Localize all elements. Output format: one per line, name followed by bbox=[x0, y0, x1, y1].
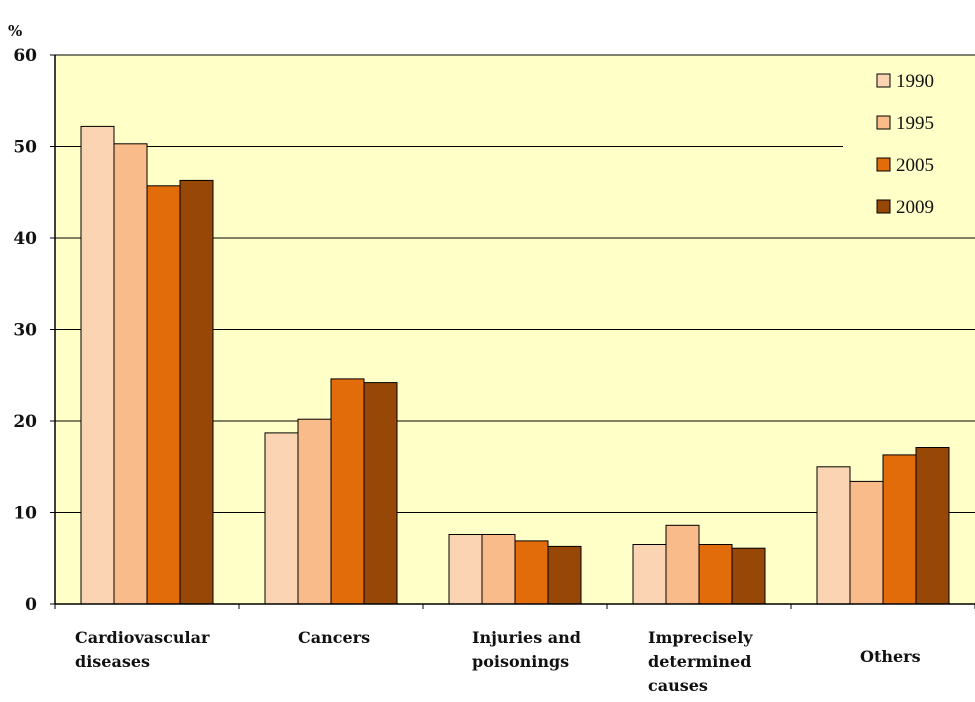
bar-2005-cat2 bbox=[330, 378, 365, 605]
bar-2005-cat3 bbox=[514, 540, 549, 605]
y-tick-labels: 0 10 20 30 40 50 60 bbox=[13, 46, 37, 615]
legend-swatch-2005 bbox=[876, 157, 891, 172]
bar-1995-cat1 bbox=[113, 143, 148, 605]
bar-1990-cat2 bbox=[264, 432, 299, 605]
x-category-label-line: Others bbox=[860, 647, 921, 666]
bar-1990-cat4 bbox=[632, 544, 667, 605]
bar-1995-cat4 bbox=[665, 524, 700, 605]
x-category-label-line: poisonings bbox=[472, 652, 569, 671]
x-category-label-line: Imprecisely bbox=[648, 628, 753, 647]
bar-1990-cat1 bbox=[80, 125, 115, 605]
x-category-label-1: Cardiovascular diseases bbox=[75, 628, 210, 671]
x-category-label-line: Injuries and bbox=[472, 628, 581, 647]
x-category-label-line: determined bbox=[648, 652, 751, 671]
bar-2009-cat4 bbox=[731, 547, 766, 605]
legend: 1990 1995 2005 2009 bbox=[876, 71, 934, 218]
legend-label-2009: 2009 bbox=[896, 197, 934, 218]
bar-2005-cat4 bbox=[698, 544, 733, 605]
bar-2005-cat1 bbox=[146, 185, 181, 605]
legend-label-2005: 2005 bbox=[896, 155, 934, 176]
y-tick-label-50: 50 bbox=[13, 138, 37, 158]
y-tick-label-10: 10 bbox=[13, 504, 37, 524]
legend-swatch-1995 bbox=[876, 115, 891, 130]
bar-1995-cat3 bbox=[481, 534, 516, 605]
bar-2009-cat5 bbox=[915, 447, 950, 605]
x-category-label-4: Imprecisely determined causes bbox=[648, 628, 753, 695]
y-tick-label-20: 20 bbox=[13, 412, 37, 432]
x-category-labels: Cardiovascular diseases Cancers Injuries an… bbox=[75, 628, 921, 695]
x-category-label-2: Cancers bbox=[298, 628, 370, 647]
bar-1990-cat5 bbox=[816, 466, 851, 605]
x-category-label-line: diseases bbox=[75, 652, 150, 671]
bars bbox=[80, 125, 950, 605]
legend-swatch-1990 bbox=[876, 73, 891, 88]
y-axis-label: % bbox=[8, 22, 22, 40]
y-tick-label-60: 60 bbox=[13, 46, 37, 66]
axes bbox=[50, 54, 975, 609]
x-category-label-3: Injuries and poisonings bbox=[472, 628, 581, 671]
bar-1990-cat3 bbox=[448, 534, 483, 605]
legend-label-1990: 1990 bbox=[896, 71, 934, 92]
x-category-label-line: Cardiovascular bbox=[75, 628, 210, 647]
bar-2005-cat5 bbox=[882, 454, 917, 605]
bar-2009-cat1 bbox=[179, 179, 214, 605]
bar-2009-cat3 bbox=[547, 545, 582, 605]
bar-1995-cat5 bbox=[849, 480, 884, 605]
legend-swatch-2009 bbox=[876, 199, 891, 214]
legend-label-1995: 1995 bbox=[896, 113, 934, 134]
y-tick-label-0: 0 bbox=[25, 595, 37, 615]
bar-2009-cat2 bbox=[363, 382, 398, 605]
y-tick-label-40: 40 bbox=[13, 229, 37, 249]
bar-1995-cat2 bbox=[297, 418, 332, 605]
y-tick-label-30: 30 bbox=[13, 321, 37, 341]
x-category-label-5: Others bbox=[860, 647, 921, 666]
x-category-label-line: causes bbox=[648, 676, 708, 695]
x-category-label-line: Cancers bbox=[298, 628, 370, 647]
